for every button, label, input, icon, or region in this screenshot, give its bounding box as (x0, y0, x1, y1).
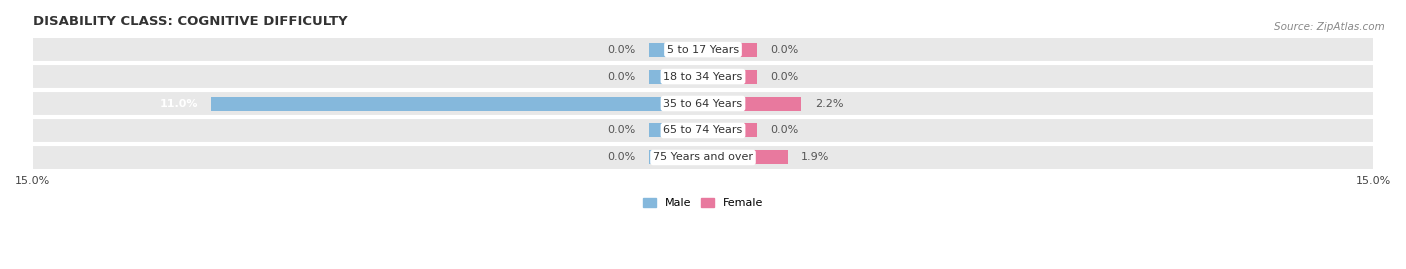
Bar (650, 123, 703, 137)
Bar (32, 146, 1374, 169)
Text: 0.0%: 0.0% (770, 125, 799, 136)
Text: 0.0%: 0.0% (607, 72, 636, 82)
Legend: Male, Female: Male, Female (638, 193, 768, 213)
Text: 1.9%: 1.9% (801, 153, 830, 162)
Bar (32, 119, 1374, 142)
Text: 0.0%: 0.0% (607, 153, 636, 162)
Bar (32, 92, 1374, 115)
Bar (703, 97, 801, 111)
Text: 5 to 17 Years: 5 to 17 Years (666, 45, 740, 55)
Bar (650, 150, 703, 164)
Text: 0.0%: 0.0% (770, 72, 799, 82)
Text: 0.0%: 0.0% (607, 125, 636, 136)
Text: 65 to 74 Years: 65 to 74 Years (664, 125, 742, 136)
Bar (211, 97, 703, 111)
Bar (650, 70, 703, 84)
Bar (703, 150, 787, 164)
Text: 75 Years and over: 75 Years and over (652, 153, 754, 162)
Text: 0.0%: 0.0% (770, 45, 799, 55)
Bar (703, 123, 756, 137)
Text: 2.2%: 2.2% (814, 98, 844, 108)
Text: DISABILITY CLASS: COGNITIVE DIFFICULTY: DISABILITY CLASS: COGNITIVE DIFFICULTY (32, 15, 347, 28)
Bar (32, 65, 1374, 89)
Bar (32, 38, 1374, 61)
Text: 11.0%: 11.0% (159, 98, 198, 108)
Bar (703, 70, 756, 84)
Text: 0.0%: 0.0% (607, 45, 636, 55)
Text: 35 to 64 Years: 35 to 64 Years (664, 98, 742, 108)
Text: 18 to 34 Years: 18 to 34 Years (664, 72, 742, 82)
Bar (650, 43, 703, 56)
Text: Source: ZipAtlas.com: Source: ZipAtlas.com (1274, 22, 1385, 31)
Bar (703, 43, 756, 56)
